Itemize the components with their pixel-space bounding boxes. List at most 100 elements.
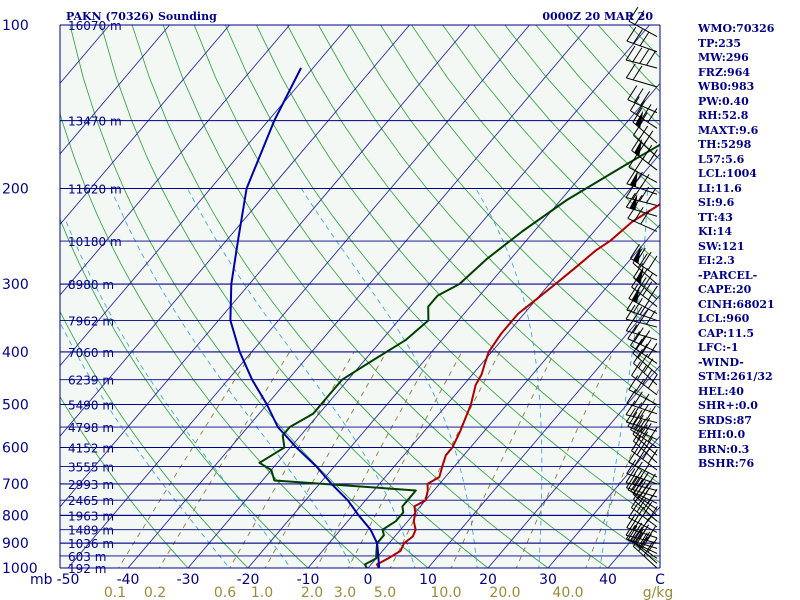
moist-adiabat (110, 188, 354, 568)
isotherm-line (60, 25, 470, 508)
index-item: TH:5298 (698, 138, 752, 151)
indices-panel: WMO:70326 TP:235 MW:296 FRZ:964 WB0:983 PW:0.… (698, 22, 798, 472)
parcel-line (229, 67, 381, 568)
dry-adiabat (100, 25, 489, 568)
index-item: LCL:960 (698, 312, 750, 325)
index-item: -WIND- (698, 355, 744, 369)
plot-background (60, 25, 660, 568)
temperature-label: 40 (599, 572, 617, 588)
pressure-label: 1000 (2, 561, 38, 577)
index-item: MAXT:9.6 (698, 123, 759, 137)
height-label: 13470 m (68, 115, 122, 129)
sounding-series (229, 67, 660, 568)
wind-barb (632, 248, 658, 285)
pressure-label: 400 (2, 345, 29, 361)
dry-adiabat (287, 25, 660, 447)
wind-barb (625, 407, 658, 432)
pressure-label: 800 (2, 508, 29, 524)
wind-barb (632, 527, 658, 564)
height-label: 1963 m (68, 509, 114, 523)
height-label: 192 m (68, 562, 106, 576)
wind-barb (628, 152, 658, 183)
wind-barb (625, 45, 658, 69)
height-label: 16070 m (68, 19, 122, 33)
height-label: 3555 m (68, 460, 114, 474)
dry-adiabat (60, 395, 189, 568)
index-item: LCL:1004 (698, 167, 757, 180)
index-item: TP:235 (698, 36, 742, 50)
mixing-ratio-label: 1.0 (251, 585, 273, 600)
dry-adiabat (224, 25, 660, 524)
index-item: KI:14 (698, 225, 733, 238)
height-label: 4798 m (68, 421, 114, 435)
pressure-label: 900 (2, 536, 29, 552)
mixing-ratio-line (585, 385, 660, 568)
wind-barb (630, 415, 658, 448)
moist-adiabat (187, 188, 416, 568)
dry-adiabat (69, 25, 429, 568)
mixing-ratio-line (158, 351, 291, 568)
index-item: -PARCEL- (698, 268, 758, 282)
wind-barb (626, 295, 658, 321)
celsius-label: C (655, 572, 665, 588)
mixing-ratio-lines (117, 351, 660, 568)
wind-barb (627, 324, 658, 353)
dry-adiabat (349, 25, 660, 372)
index-item: RH:52.8 (698, 109, 749, 122)
index-item: LFC:-1 (698, 341, 739, 354)
mixing-ratio-line (347, 351, 463, 568)
moist-adiabat (300, 188, 478, 568)
isotherm-line (547, 435, 660, 568)
height-label: 7962 m (68, 314, 114, 328)
isotherm-line (60, 25, 230, 226)
wind-barb (630, 331, 658, 364)
temperature-label: -10 (297, 572, 320, 588)
pressure-label: 300 (2, 277, 29, 293)
chart-title-right: 0000Z 20 MAR 20 (542, 10, 653, 23)
index-item: SRDS:87 (698, 413, 752, 427)
height-label: 1036 m (68, 537, 114, 551)
wind-barb (632, 338, 658, 375)
moist-adiabat (475, 188, 543, 568)
mixing-ratio-line (229, 351, 355, 568)
isotherm-line (60, 25, 350, 367)
isotherm-line (127, 25, 590, 568)
wind-barb (632, 107, 658, 144)
wind-barb (629, 96, 658, 129)
wind-barb (628, 503, 658, 533)
dry-adiabat (131, 25, 549, 568)
dewpoint-line (258, 143, 660, 568)
temperature-label: 20 (479, 572, 497, 588)
index-item: HEL:40 (698, 384, 744, 398)
index-item: STM:261/32 (698, 370, 773, 383)
temperature-label: -20 (237, 572, 260, 588)
wind-barb (633, 426, 658, 464)
mixing-ratio-label: 0.2 (144, 585, 166, 600)
index-item: BRN:0.3 (698, 442, 750, 456)
wind-barb (632, 532, 658, 569)
wind-barb (627, 85, 658, 114)
isotherm-line (60, 25, 290, 296)
temperature-labels: mb -50 -40 -30 -20 -10 0 10 20 30 40 C (30, 572, 665, 588)
index-item: CAPE:20 (698, 283, 752, 296)
temperature-label: -40 (117, 572, 140, 588)
mixing-ratio-label: 10.0 (430, 585, 461, 600)
index-item: SHR+:0.0 (698, 399, 758, 412)
mixing-ratio-label: 3.0 (334, 585, 356, 600)
wind-barb (631, 436, 658, 471)
index-item: MW:296 (698, 51, 749, 64)
index-item: WMO:70326 (698, 22, 775, 35)
dry-adiabat (411, 25, 660, 300)
height-labels: 16070 m 13470 m 11620 m 10180 m 8980 m 7962 m… (68, 19, 122, 576)
wind-barb (628, 447, 658, 478)
height-label: 5490 m (68, 399, 114, 413)
height-label: 1489 m (68, 524, 114, 538)
wind-barb (632, 479, 658, 516)
index-item: CAP:11.5 (698, 326, 755, 340)
pressure-labels: 100 200 300 400 500 600 700 800 900 1000 (2, 18, 38, 577)
index-item: PW:0.40 (698, 94, 749, 108)
wind-barb (626, 26, 658, 53)
index-item: L57:5.6 (698, 152, 745, 166)
index-item: LI:11.6 (698, 181, 742, 195)
pressure-label: 100 (2, 18, 29, 34)
